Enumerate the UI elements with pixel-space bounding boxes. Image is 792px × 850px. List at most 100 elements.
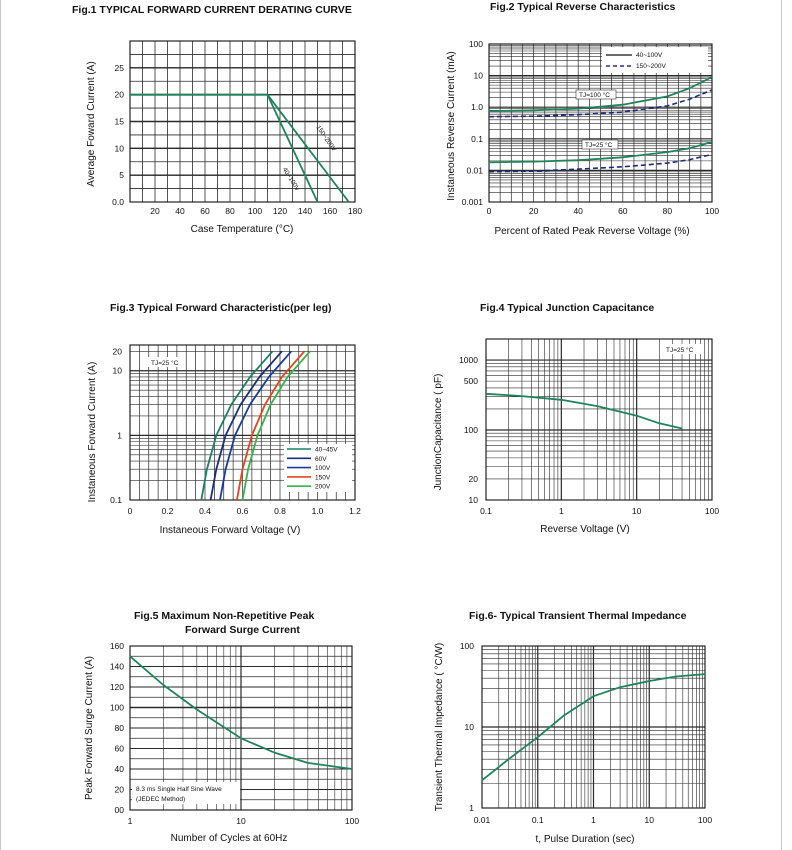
fig3-x-tick: 0.8 xyxy=(274,506,286,516)
fig2-series-line-0 xyxy=(488,76,713,112)
fig3-annotation: TJ=25 °C xyxy=(151,359,179,367)
fig3-y-tick: 20 xyxy=(113,346,123,356)
fig4-y-tick: 20 xyxy=(469,474,479,484)
fig5-series-line-0 xyxy=(129,655,353,770)
fig6-y-tick: 1 xyxy=(469,803,474,813)
fig5-annotation-bg xyxy=(132,782,240,804)
fig4-chart xyxy=(485,338,713,501)
fig2-y-tick: 0.01 xyxy=(466,165,483,175)
fig3-title: Fig.3 Typical Forward Characteristic(per… xyxy=(110,302,332,314)
fig5-x-tick: 100 xyxy=(345,816,359,826)
fig4-y-tick: 1000 xyxy=(459,355,478,365)
fig2-x-tick: 0 xyxy=(487,206,492,216)
fig4-x-tick: 1 xyxy=(559,506,564,516)
fig4-x-tick: 10 xyxy=(632,506,642,516)
fig1-x-axis-label: Case Temperature (°C) xyxy=(191,224,294,235)
fig6-series-line-0 xyxy=(481,673,706,782)
fig5-chart xyxy=(129,645,353,811)
fig2-x-tick: 80 xyxy=(663,206,673,216)
legend-box xyxy=(602,47,708,73)
fig5-x-tick: 10 xyxy=(236,816,246,826)
fig5-x-axis-label: Number of Cycles at 60Hz xyxy=(171,833,288,844)
page-right-edge xyxy=(781,0,782,850)
fig2-y-tick: 10 xyxy=(474,71,484,81)
fig3-x-tick: 0.6 xyxy=(237,506,249,516)
fig3-series-line-2 xyxy=(219,350,292,501)
fig2-chart xyxy=(488,43,713,203)
fig4-title: Fig.4 Typical Junction Capacitance xyxy=(480,302,654,314)
fig1-series-label: 40~100V xyxy=(281,166,301,192)
legend-label: 40~100V xyxy=(636,52,663,59)
fig4-y-tick: 500 xyxy=(464,376,478,386)
plot-frame xyxy=(129,645,353,811)
fig4-annotation: TJ=25 °C xyxy=(666,346,694,354)
fig5-y-tick: 20 xyxy=(115,785,125,795)
legend-label: 200V xyxy=(315,484,331,491)
fig3-series-line-3 xyxy=(236,350,306,501)
fig2-y-tick: 1.0 xyxy=(471,102,483,112)
fig6-title: Fig.6- Typical Transient Thermal Impedan… xyxy=(469,610,687,622)
fig6-x-tick: 100 xyxy=(698,815,712,825)
fig5-y-tick: 80 xyxy=(115,723,125,733)
legend-label: 100V xyxy=(315,465,331,472)
fig2-x-axis-label: Percent of Rated Peak Reverse Voltage (%… xyxy=(494,226,689,237)
fig1-series-line-1 xyxy=(130,93,350,203)
fig3-y-tick: 0.1 xyxy=(110,495,122,505)
fig1-x-tick: 180 xyxy=(348,206,362,216)
fig6-x-axis-label: t, Pulse Duration (sec) xyxy=(536,834,635,845)
fig1-y-tick: 20 xyxy=(115,90,125,100)
fig4-series-line-0 xyxy=(485,392,683,430)
fig3-x-tick: 1.0 xyxy=(312,506,324,516)
fig2-y-tick: 0.1 xyxy=(471,134,483,144)
fig5-y-tick: 160 xyxy=(110,641,124,651)
fig6-x-tick: 10 xyxy=(645,815,655,825)
fig3-legend xyxy=(284,444,352,492)
fig2-annotation-box xyxy=(581,139,619,150)
plot-frame xyxy=(129,40,356,203)
fig2-series-line-1 xyxy=(488,89,713,118)
fig1-x-tick: 60 xyxy=(200,206,210,216)
fig4-y-tick: 10 xyxy=(469,495,479,505)
fig6-y-axis-label: Transient Thermal Impedance ( °C/W) xyxy=(434,643,445,812)
fig1-x-tick: 140 xyxy=(298,206,312,216)
fig3-y-tick: 10 xyxy=(113,366,123,376)
fig3-series-line-0 xyxy=(200,350,274,501)
fig2-annotation-box xyxy=(575,89,617,100)
fig2-y-axis-label: Instaneous Reverse Current (mA) xyxy=(446,51,457,201)
legend-label: 60V xyxy=(315,456,327,463)
fig2-title: Fig.2 Typical Reverse Characteristics xyxy=(490,1,676,13)
fig1-x-tick: 80 xyxy=(225,206,235,216)
fig1-y-tick: 15 xyxy=(115,117,125,127)
fig6-chart xyxy=(481,645,706,809)
fig6-y-tick: 100 xyxy=(460,641,474,651)
fig1-title: Fig.1 TYPICAL FORWARD CURRENT DERATING C… xyxy=(72,4,352,16)
fig4-annotation-bg xyxy=(663,344,701,354)
fig5-y-tick: 140 xyxy=(110,662,124,672)
fig3-chart xyxy=(129,344,356,501)
fig2-x-tick: 20 xyxy=(529,206,539,216)
legend-label: 150V xyxy=(315,474,331,481)
fig1-x-tick: 20 xyxy=(150,206,160,216)
fig2-x-tick: 40 xyxy=(573,206,583,216)
fig1-y-axis-label: Average Foward Current (A) xyxy=(86,61,97,186)
fig2-annotation: TJ=100 °C xyxy=(579,91,610,99)
fig1-x-tick: 120 xyxy=(273,206,287,216)
fig3-y-axis-label: Instaneous Forward Current (A) xyxy=(87,362,98,503)
fig5-y-tick: 100 xyxy=(110,703,124,713)
fig5-annotation: 8.3 ms Single Half Sine Wave xyxy=(136,786,222,793)
fig6-x-tick: 1 xyxy=(591,815,596,825)
fig2-series-line-3 xyxy=(488,153,713,173)
fig3-x-axis-label: Instaneous Forward Voltage (V) xyxy=(160,525,301,536)
fig3-x-tick: 0.4 xyxy=(199,506,211,516)
fig6-x-tick: 0.1 xyxy=(532,815,544,825)
fig5-x-tick: 1 xyxy=(128,816,133,826)
fig4-x-tick: 100 xyxy=(705,506,719,516)
fig2-y-tick: 0.001 xyxy=(462,197,484,207)
fig4-x-tick: 0.1 xyxy=(480,506,492,516)
fig4-x-axis-label: Reverse Voltage (V) xyxy=(540,524,630,535)
fig2-y-tick: 100 xyxy=(469,39,483,49)
fig1-x-tick: 40 xyxy=(175,206,185,216)
fig1-x-tick: 160 xyxy=(323,206,337,216)
